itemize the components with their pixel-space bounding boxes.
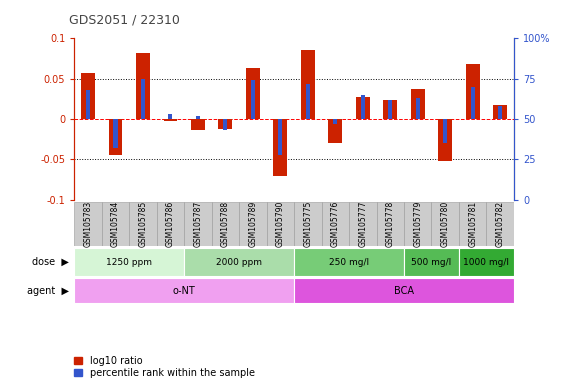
Bar (376, 202, 404, 246)
Bar (129, 202, 156, 246)
Bar (191, 119, 205, 129)
Bar (459, 202, 486, 246)
Bar (74, 278, 294, 303)
Text: GSM105780: GSM105780 (441, 200, 450, 247)
Text: dose  ▶: dose ▶ (31, 257, 69, 267)
Text: GSM105781: GSM105781 (468, 200, 477, 247)
Bar (411, 89, 425, 119)
Bar (278, 119, 283, 154)
Bar (356, 97, 369, 119)
Text: GSM105788: GSM105788 (221, 200, 230, 247)
Bar (246, 68, 260, 119)
Bar (294, 248, 404, 276)
Bar (274, 119, 287, 176)
Text: GSM105776: GSM105776 (331, 200, 340, 247)
Text: GDS2051 / 22310: GDS2051 / 22310 (69, 14, 179, 27)
Bar (486, 202, 514, 246)
Bar (184, 202, 212, 246)
Bar (443, 119, 447, 143)
Text: agent  ▶: agent ▶ (26, 286, 69, 296)
Text: GSM105790: GSM105790 (276, 200, 285, 247)
Text: GSM105785: GSM105785 (138, 200, 147, 247)
Bar (136, 53, 150, 119)
Bar (251, 80, 255, 119)
Bar (404, 202, 432, 246)
Bar (141, 79, 145, 119)
Bar (498, 106, 502, 119)
Text: 1000 mg/l: 1000 mg/l (464, 258, 509, 266)
Bar (333, 119, 337, 124)
Text: GSM105775: GSM105775 (303, 200, 312, 247)
Bar (156, 202, 184, 246)
Bar (383, 101, 397, 119)
Text: 1250 ppm: 1250 ppm (106, 258, 152, 266)
Bar (81, 73, 95, 119)
Bar (471, 87, 475, 119)
Bar (493, 105, 507, 119)
Bar (168, 114, 172, 119)
Bar (404, 248, 459, 276)
Text: GSM105779: GSM105779 (413, 200, 422, 247)
Bar (294, 278, 514, 303)
Text: 2000 ppm: 2000 ppm (216, 258, 262, 266)
Bar (223, 119, 227, 130)
Bar (102, 202, 129, 246)
Legend: log10 ratio, percentile rank within the sample: log10 ratio, percentile rank within the … (74, 355, 256, 379)
Text: BCA: BCA (394, 286, 414, 296)
Bar (114, 119, 118, 148)
Bar (219, 119, 232, 129)
Bar (432, 202, 459, 246)
Text: GSM105783: GSM105783 (83, 200, 93, 247)
Bar (239, 202, 267, 246)
Bar (163, 119, 177, 121)
Bar (108, 119, 122, 156)
Bar (305, 84, 310, 119)
Bar (361, 95, 365, 119)
Bar (439, 119, 452, 161)
Text: GSM105782: GSM105782 (496, 200, 505, 247)
Bar (388, 100, 392, 119)
Bar (416, 98, 420, 119)
Text: 500 mg/l: 500 mg/l (411, 258, 452, 266)
Bar (328, 119, 342, 143)
Bar (349, 202, 376, 246)
Text: GSM105789: GSM105789 (248, 200, 258, 247)
Text: GSM105778: GSM105778 (386, 200, 395, 247)
Text: GSM105777: GSM105777 (358, 200, 367, 247)
Bar (301, 51, 315, 119)
Bar (74, 202, 102, 246)
Bar (466, 64, 480, 119)
Bar (74, 248, 184, 276)
Bar (321, 202, 349, 246)
Text: 250 mg/l: 250 mg/l (329, 258, 369, 266)
Bar (267, 202, 294, 246)
Bar (212, 202, 239, 246)
Text: GSM105784: GSM105784 (111, 200, 120, 247)
Bar (196, 116, 200, 119)
Text: GSM105787: GSM105787 (194, 200, 202, 247)
Text: o-NT: o-NT (173, 286, 195, 296)
Bar (294, 202, 321, 246)
Text: GSM105786: GSM105786 (166, 200, 175, 247)
Bar (86, 90, 90, 119)
Bar (459, 248, 514, 276)
Bar (184, 248, 294, 276)
